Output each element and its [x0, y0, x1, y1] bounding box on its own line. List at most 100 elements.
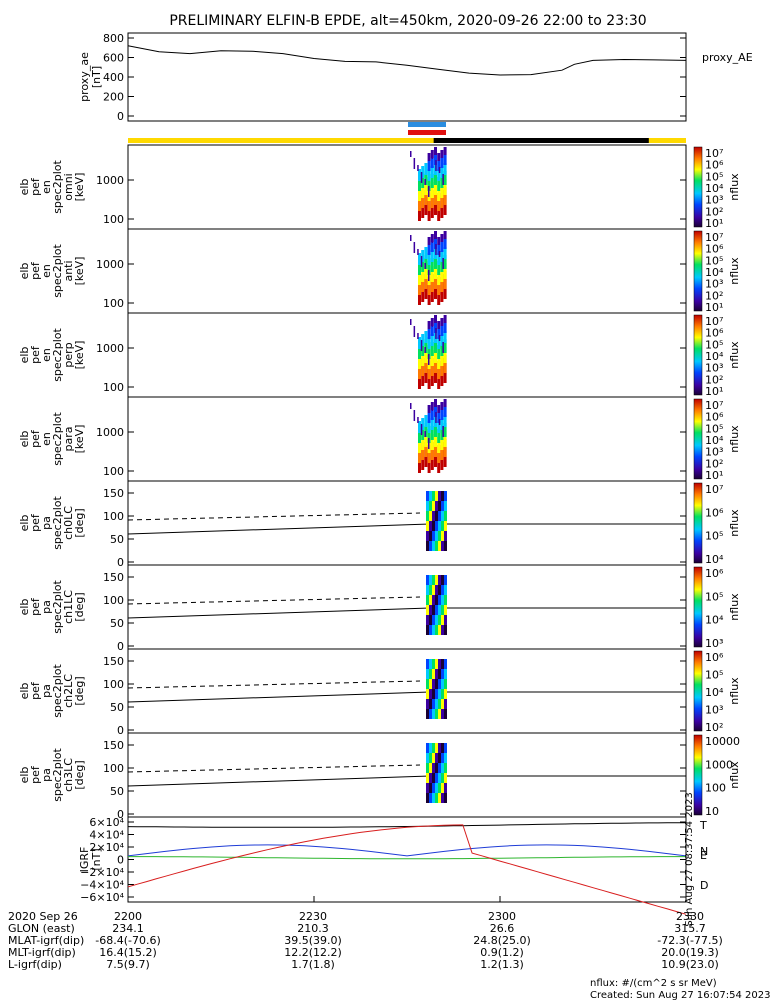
spectrogram-cell: [418, 353, 421, 369]
spectrogram-cell: [432, 699, 435, 709]
spectrogram-cell: [434, 263, 437, 279]
spectrogram-cell: [441, 501, 444, 511]
spectrogram-cell: [444, 669, 447, 679]
spectrogram-cell: [426, 743, 429, 753]
spectrogram-cell: [434, 423, 437, 437]
spectrogram-cell: [440, 190, 444, 208]
spectrogram-cell: [435, 575, 438, 585]
y-tick-label: 100: [103, 213, 124, 226]
spectrogram-cell: [444, 595, 447, 605]
y-tick-label: 4×10⁴: [89, 829, 124, 842]
spectrogram-cell: [444, 763, 447, 773]
spectrogram-cell: [427, 337, 431, 349]
spectrogram-cell: [437, 277, 441, 295]
spectrogram-cell: [426, 575, 429, 585]
spectrogram-cell: [429, 531, 432, 541]
y-axis-label: elb: [18, 431, 31, 448]
colorbar: [693, 566, 703, 648]
spectrogram-cell: [440, 342, 444, 356]
spectrogram-cell: [444, 659, 447, 669]
spectrogram-cell: [443, 407, 447, 417]
spectrogram-cell: [441, 585, 444, 595]
xaxis-row-value: 315.7: [674, 922, 706, 935]
spectrogram-speck: [413, 410, 416, 421]
spectrogram-cell: [438, 783, 441, 793]
spectrogram-cell: [437, 269, 441, 285]
panel-frame: [127, 144, 687, 230]
spectrogram-cell: [426, 625, 429, 635]
spectrogram-cell: [441, 783, 444, 793]
spectrogram-cell: [427, 237, 431, 245]
spectrogram-cell: [429, 669, 432, 679]
loss-cone-line: [127, 607, 431, 619]
panel-igrf: IGRF [nT]6×10⁴4×10⁴2×10⁴0−2×10⁴−4×10⁴−6×1…: [78, 792, 708, 926]
spectrogram-cell: [444, 783, 447, 793]
spectrogram-cell: [430, 182, 434, 198]
spectrogram-cell: [437, 185, 441, 201]
spectrogram-cell: [426, 773, 429, 783]
spectrogram-cell: [435, 541, 438, 551]
spectrogram-cell: [435, 699, 438, 709]
spectrogram-cell: [426, 763, 429, 773]
xaxis-row-value: -72.3(-77.5): [657, 934, 723, 947]
spectrogram-cell: [430, 258, 434, 272]
spectrogram-speck: [431, 405, 434, 411]
y-axis-label: pef: [29, 765, 42, 784]
colorbar-tick-label: 10⁴: [705, 350, 724, 363]
y-tick-label: 0: [117, 854, 124, 867]
spectrogram-cell: [430, 250, 434, 262]
spectrogram-speck: [424, 179, 426, 185]
y-axis-label: elb: [18, 179, 31, 196]
colorbar-units: nflux: [728, 593, 741, 621]
spectrogram-cell: [424, 439, 428, 457]
spectrogram-speck: [428, 186, 430, 197]
spectrogram-cell: [443, 155, 447, 165]
y-axis-label: spec2plot: [51, 244, 64, 298]
y-tick-label: 0: [117, 808, 124, 821]
spectrogram-speck: [438, 251, 441, 257]
spectrogram-cell: [438, 689, 441, 699]
colorbar-tick-label: 10²: [705, 289, 723, 302]
spectrogram-cell: [437, 177, 441, 191]
spectrogram-cell: [438, 531, 441, 541]
y-axis-label: anti: [62, 260, 75, 281]
spectrogram-cell: [430, 342, 434, 356]
spectrogram-cell: [441, 679, 444, 689]
spectrogram-cell: [437, 253, 441, 265]
spectrogram-cell: [430, 442, 434, 460]
spectrogram-cell: [444, 793, 447, 803]
xaxis-row-value: -68.4(-70.6): [95, 934, 161, 947]
spectrogram-cell: [443, 415, 447, 427]
spectrogram-speck: [438, 419, 441, 425]
xaxis-row-value: 234.1: [112, 922, 144, 935]
spectrogram-cell: [426, 541, 429, 551]
spectrogram-cell: [418, 429, 421, 443]
colorbar-units: nflux: [728, 425, 741, 453]
colorbar-units: nflux: [728, 509, 741, 537]
spectrogram-cell: [440, 234, 444, 242]
spectrogram-cell: [444, 753, 447, 763]
spectrogram-cell: [426, 699, 429, 709]
colorbar-tick-label: 1000: [705, 758, 733, 771]
spectrogram-cell: [429, 575, 432, 585]
y-axis-label: spec2plot: [51, 412, 64, 466]
spectrogram-cell: [427, 253, 431, 265]
spectrogram-cell: [435, 773, 438, 783]
colorbar-tick-label: 10⁴: [705, 266, 724, 279]
spectrogram-cell: [432, 531, 435, 541]
spectrogram-speck: [431, 237, 434, 243]
spectrogram-speck: [428, 438, 430, 449]
spectrogram-cell: [437, 405, 441, 413]
spectrogram-cell: [434, 255, 437, 269]
igrf-trace-E: [128, 856, 686, 860]
colorbar: [693, 482, 703, 564]
spectrogram-cell: [429, 773, 432, 783]
spectrogram-cell: [443, 423, 447, 437]
colorbar-tick-label: 10⁷: [705, 147, 723, 160]
spectrogram-cell: [424, 271, 428, 289]
spectrogram-cell: [424, 423, 428, 437]
colorbar-tick-label: 10²: [705, 205, 723, 218]
spectrogram-cell: [444, 773, 447, 783]
spectrogram-cell: [418, 345, 421, 359]
